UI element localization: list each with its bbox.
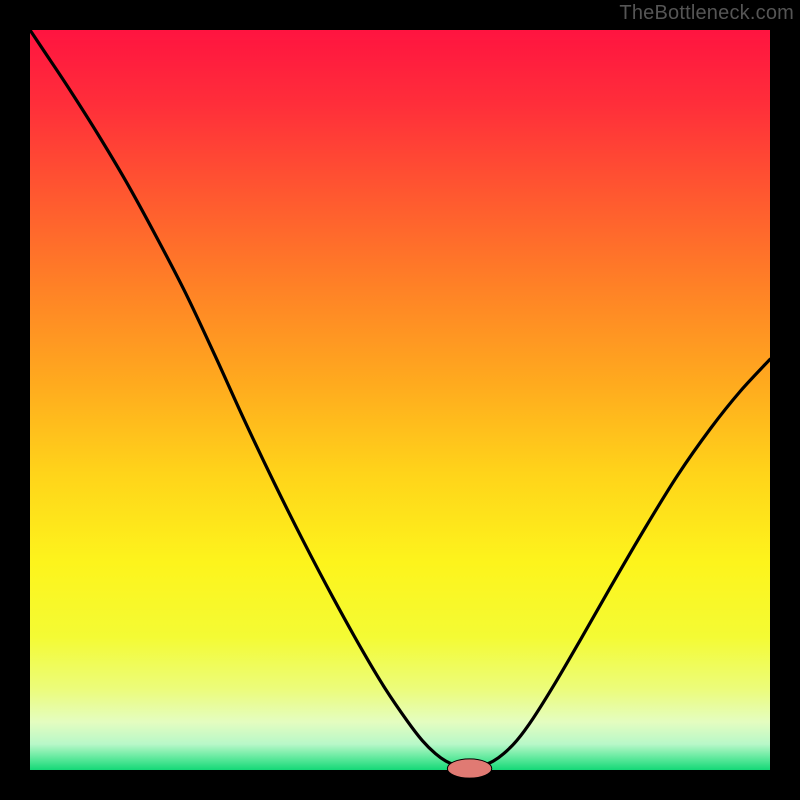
optimal-marker xyxy=(447,759,491,778)
chart-container: TheBottleneck.com xyxy=(0,0,800,800)
watermark-text: TheBottleneck.com xyxy=(619,2,794,25)
bottleneck-chart xyxy=(0,0,800,800)
chart-plot-background xyxy=(30,30,770,770)
